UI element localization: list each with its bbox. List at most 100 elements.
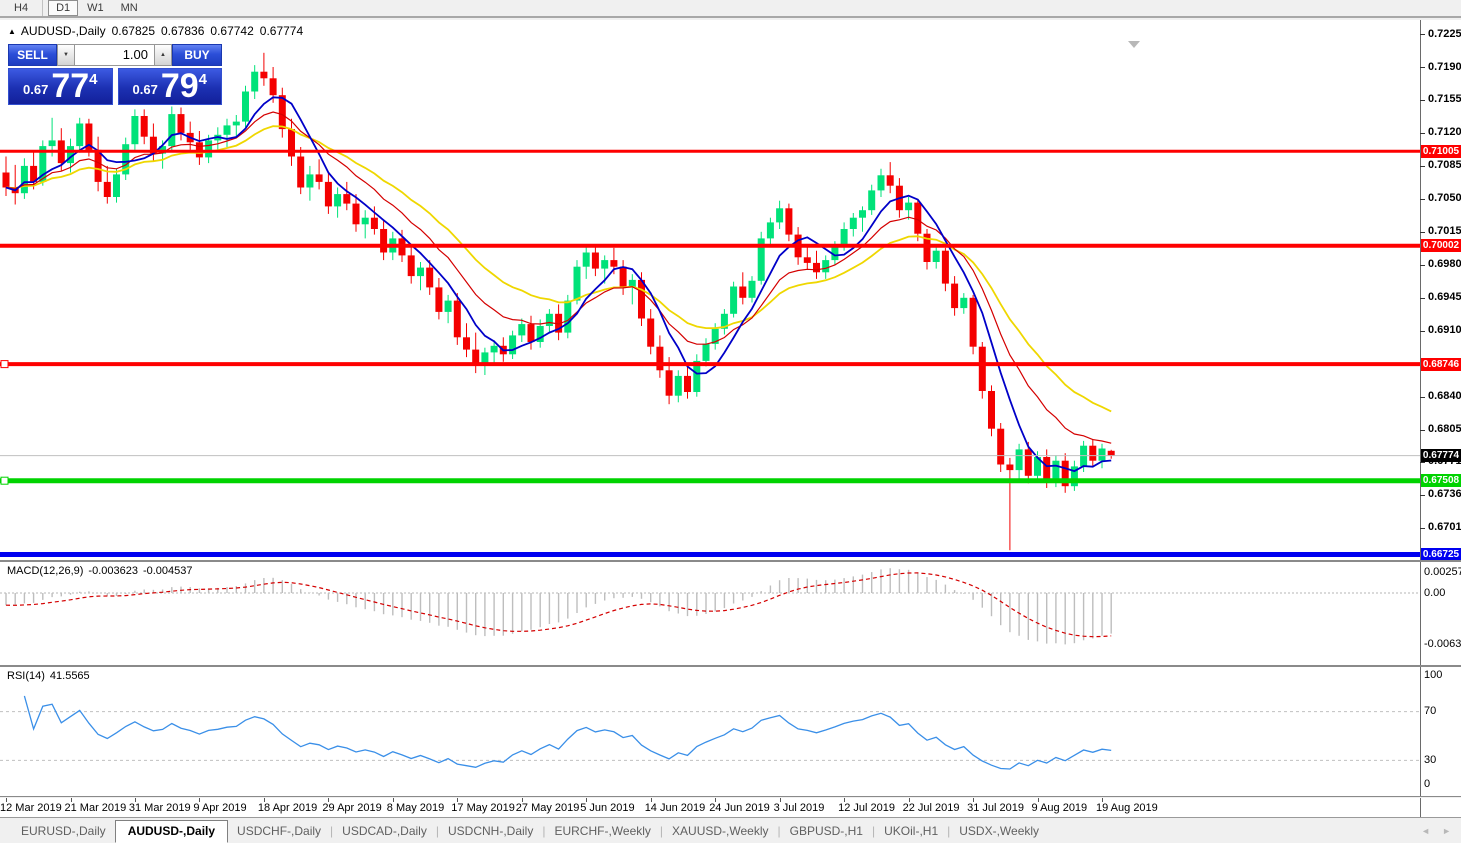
rsi-name: RSI(14) — [7, 670, 45, 682]
macd-value-main: -0.003623 — [88, 565, 138, 577]
price-chart-canvas[interactable] — [0, 20, 1461, 560]
sell-price-big: 77 — [51, 67, 90, 105]
price-level-label: 0.70002 — [1421, 239, 1461, 253]
rsi-canvas[interactable] — [0, 667, 1461, 796]
price-axis-tick-mark — [1420, 231, 1425, 233]
price-axis-tick-mark — [1420, 429, 1425, 431]
macd-axis-tick: -0.006326 — [1424, 638, 1461, 651]
tab-separator: | — [542, 824, 546, 838]
one-click-collapse-icon[interactable]: ▲ — [8, 27, 16, 36]
toolbar-separator — [42, 0, 44, 16]
tab-gbpusd-h1[interactable]: GBPUSD-,H1 — [789, 824, 863, 838]
date-axis-label: 9 Aug 2019 — [1031, 802, 1088, 814]
date-axis-tick-mark — [521, 798, 523, 802]
date-axis-label: 18 Apr 2019 — [257, 802, 318, 814]
price-axis-tick-mark — [1420, 132, 1425, 134]
tab-separator: | — [777, 824, 781, 838]
price-axis-tick-mark — [1420, 165, 1425, 167]
chart-symbol-label: AUDUSD-,Daily — [20, 24, 106, 38]
price-axis-tick-mark — [1420, 67, 1425, 68]
date-axis-tick-mark — [328, 798, 330, 802]
price-axis-tick: 0.70850 — [1428, 159, 1461, 172]
date-axis-label: 29 Apr 2019 — [322, 802, 382, 814]
macd-axis-tick: 0.002574 — [1424, 565, 1461, 578]
macd-value-signal: -0.004537 — [142, 565, 193, 577]
price-axis-tick: 0.69450 — [1428, 291, 1461, 304]
date-axis[interactable]: 12 Mar 2019 21 Mar 2019 31 Mar 2019 9 Apr 2… — [0, 798, 1461, 818]
sell-price-small: 0.67 — [23, 82, 49, 97]
sell-price-panel[interactable]: 0.67 77 4 — [8, 68, 113, 105]
tab-xauusd-weekly[interactable]: XAUUSD-,Weekly — [672, 824, 769, 838]
macd-canvas[interactable] — [0, 562, 1461, 665]
rsi-indicator-pane: RSI(14) 41.5565 100 70 30 0 — [0, 667, 1461, 797]
sell-button[interactable]: SELL — [8, 44, 57, 66]
price-axis-separator — [1420, 20, 1421, 560]
tab-separator: | — [330, 824, 334, 838]
date-axis-label: 17 May 2019 — [451, 802, 515, 814]
date-axis-tick-mark — [586, 798, 588, 802]
price-axis-tick: 0.71550 — [1428, 93, 1461, 106]
date-axis-tick-mark — [844, 798, 846, 802]
tab-scroll-right-icon[interactable]: ► — [1442, 826, 1451, 836]
price-level-label: 0.67508 — [1421, 474, 1461, 488]
timeframe-button-h4[interactable]: H4 — [14, 2, 29, 14]
rsi-value: 41.5565 — [49, 670, 90, 682]
price-axis-tick-mark — [1420, 297, 1425, 299]
date-axis-label: 3 Jul 2019 — [773, 802, 825, 814]
tab-ukoil-h1[interactable]: UKOil-,H1 — [884, 824, 939, 838]
buy-button[interactable]: BUY — [172, 44, 222, 66]
date-axis-tick-mark — [1037, 798, 1039, 802]
buy-price-big: 79 — [160, 67, 199, 105]
macd-histogram — [5, 568, 1112, 645]
main-chart-pane: ▲ AUDUSD-,Daily 0.67825 0.67836 0.67742 0.677… — [0, 20, 1461, 562]
date-axis-label: 31 Mar 2019 — [128, 802, 191, 814]
date-axis-tick-mark — [263, 798, 265, 802]
price-axis-tick: 0.70500 — [1428, 192, 1461, 205]
tab-audusd-daily[interactable]: AUDUSD-,Daily — [114, 820, 229, 843]
rsi-axis-tick: 100 — [1424, 668, 1443, 681]
volume-decrease-button[interactable]: ▼ — [57, 44, 75, 66]
timeframe-toolbar: H4 D1 W1 MN — [0, 0, 1461, 18]
tab-scroll-left-icon[interactable]: ◄ — [1421, 826, 1431, 836]
timeframe-button-d1[interactable]: D1 — [48, 0, 79, 16]
date-axis-label: 5 Jun 2019 — [580, 802, 635, 814]
date-axis-label: 12 Jul 2019 — [838, 802, 895, 814]
tab-separator: | — [947, 824, 951, 838]
price-axis-tick-mark — [1420, 198, 1425, 200]
chart-shift-marker-icon[interactable] — [1128, 41, 1140, 48]
tab-scroll-arrows: ◄ ► — [1421, 826, 1451, 836]
current-price-label: 0.67774 — [1421, 449, 1461, 463]
tab-usdchf-daily[interactable]: USDCHF-,Daily — [237, 824, 322, 838]
tab-eurchf-weekly[interactable]: EURCHF-,Weekly — [554, 824, 651, 838]
price-axis-tick: 0.67010 — [1428, 521, 1461, 534]
date-axis-label: 24 Jun 2019 — [709, 802, 770, 814]
tab-separator: | — [659, 824, 664, 838]
tab-eurusd-daily[interactable]: EURUSD-,Daily — [21, 824, 106, 838]
rsi-axis-separator — [1420, 667, 1421, 796]
ohlc-close: 0.67774 — [259, 24, 304, 38]
buy-price-panel[interactable]: 0.67 79 4 — [117, 67, 222, 105]
tab-usdcnh-daily[interactable]: USDCNH-,Daily — [447, 824, 534, 838]
date-axis-label: 19 Aug 2019 — [1096, 802, 1158, 814]
price-axis-tick-mark — [1420, 396, 1425, 398]
date-axis-tick-mark — [70, 798, 72, 802]
tab-usdcad-daily[interactable]: USDCAD-,Daily — [342, 824, 427, 838]
volume-increase-button[interactable]: ▲ — [154, 44, 172, 66]
date-axis-label: 9 Apr 2019 — [193, 802, 247, 814]
timeframe-button-w1[interactable]: W1 — [87, 2, 104, 14]
tab-usdx-weekly[interactable]: USDX-,Weekly — [959, 824, 1040, 838]
timeframe-button-mn[interactable]: MN — [120, 2, 138, 14]
price-level-label: 0.71005 — [1421, 144, 1461, 158]
horizontal-level-lines[interactable] — [0, 149, 1420, 557]
price-axis-tick: 0.71200 — [1428, 126, 1461, 139]
date-axis-label: 21 Mar 2019 — [64, 802, 127, 814]
date-axis-tick-mark — [392, 798, 394, 802]
chart-title: ▲ AUDUSD-,Daily 0.67825 0.67836 0.67742 0.677… — [8, 24, 303, 38]
date-axis-tick-mark — [134, 798, 136, 802]
buy-price-small: 0.67 — [132, 82, 158, 97]
volume-input[interactable]: 1.00 — [75, 44, 154, 66]
macd-axis-tick: 0.00 — [1424, 586, 1446, 599]
price-axis-tick-mark — [1420, 264, 1425, 266]
price-axis-tick: 0.72250 — [1428, 27, 1461, 40]
tab-separator: | — [871, 824, 876, 838]
